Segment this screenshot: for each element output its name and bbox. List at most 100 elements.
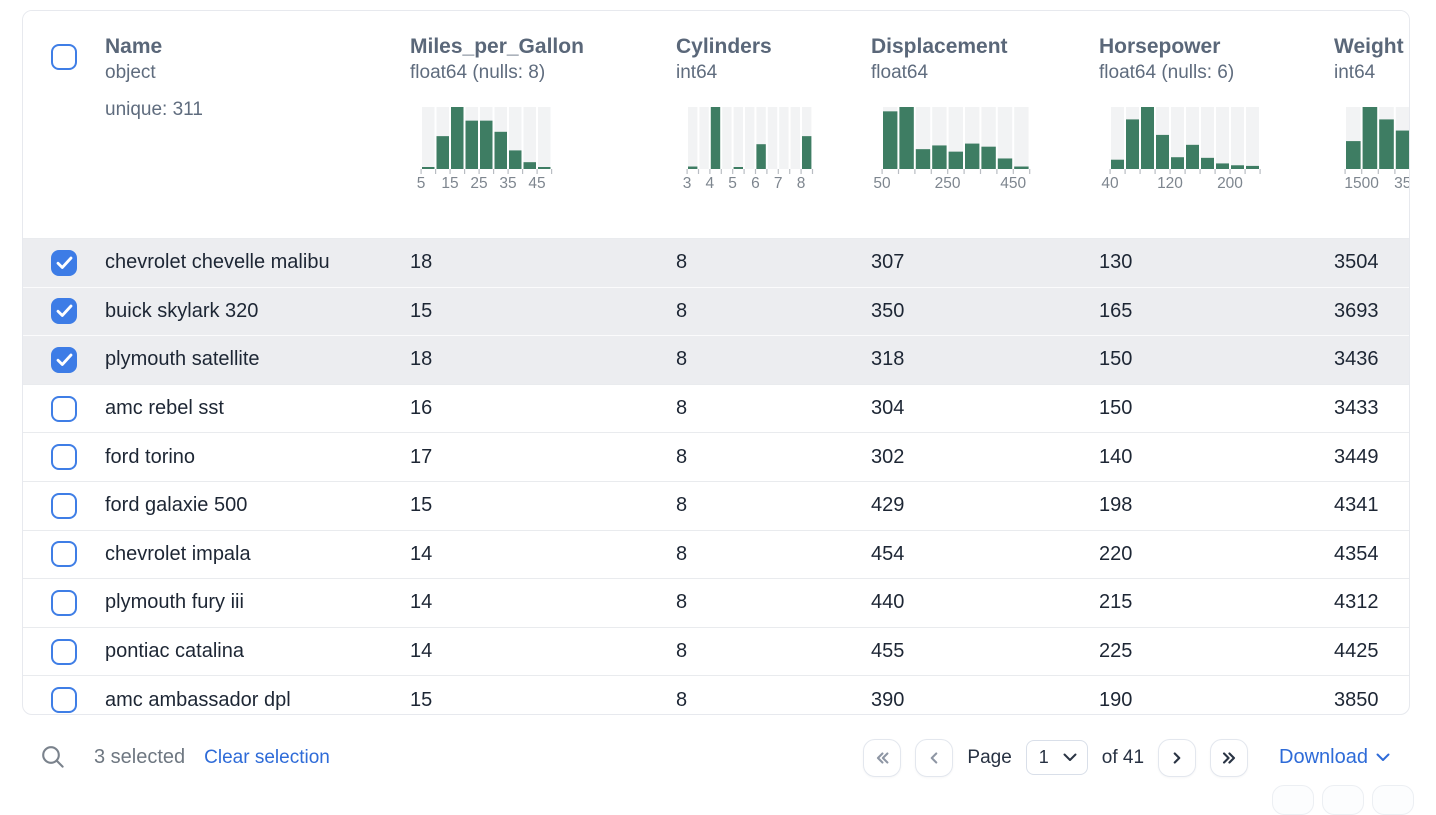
chevron-left-icon (925, 749, 943, 767)
cell-value: 14 (410, 591, 433, 614)
previous-page-button[interactable] (915, 738, 954, 777)
checkmark-icon (56, 256, 72, 269)
chevron-double-right-icon (1220, 749, 1238, 767)
first-page-button[interactable] (863, 738, 902, 777)
column-header-weight[interactable]: Weight int64 1500 3500 (1334, 11, 1409, 238)
cell-value: 198 (1099, 494, 1133, 517)
column-header-horsepower[interactable]: Horsepower float64 (nulls: 6) 40 120 200 (1099, 11, 1334, 238)
row-checkbox-cell (23, 298, 105, 325)
column-type: int64 (676, 62, 718, 83)
clear-selection-link[interactable]: Clear selection (204, 746, 330, 768)
cell-value: 4312 (1334, 591, 1379, 614)
row-checkbox-cell (23, 395, 105, 422)
svg-text:6: 6 (751, 175, 760, 192)
row-checkbox[interactable] (51, 395, 77, 422)
column-title: Miles_per_Gallon (410, 35, 584, 58)
cell-value: 150 (1099, 397, 1133, 420)
row-checkbox-cell (23, 444, 105, 471)
cell-value: 18 (410, 251, 433, 274)
cell-value: 390 (871, 688, 905, 711)
cell-value: 4354 (1334, 542, 1379, 565)
cell-name: chevrolet impala (105, 542, 251, 565)
table-row[interactable]: amc ambassador dpl 15 8 390 190 3850 (23, 675, 1409, 714)
cell-value: 225 (1099, 640, 1133, 663)
column-title: Horsepower (1099, 35, 1221, 58)
row-checkbox[interactable] (51, 687, 77, 714)
clipped-button[interactable] (1322, 785, 1364, 815)
column-type: object (105, 62, 156, 83)
checkmark-icon (56, 353, 72, 366)
column-title: Cylinders (676, 35, 772, 58)
checkmark-icon (56, 304, 72, 318)
column-histogram[interactable]: 1500 3500 (1344, 107, 1410, 192)
cell-value: 440 (871, 591, 905, 614)
column-header-miles_per_gallon[interactable]: Miles_per_Gallon float64 (nulls: 8) 5 15 25 3… (410, 11, 676, 238)
row-checkbox[interactable] (51, 589, 77, 616)
table-row[interactable]: plymouth fury iii 14 8 440 215 4312 (23, 578, 1409, 627)
next-page-button[interactable] (1158, 738, 1197, 777)
table-row[interactable]: chevrolet impala 14 8 454 220 4354 (23, 529, 1409, 579)
select-all-checkbox[interactable] (51, 44, 77, 70)
cell-value: 17 (410, 445, 433, 468)
row-checkbox[interactable] (51, 444, 77, 471)
cell-value: 165 (1099, 299, 1133, 322)
row-checkbox-cell (23, 249, 105, 276)
table-row[interactable]: ford galaxie 500 15 8 429 198 4341 (23, 480, 1409, 530)
clipped-button[interactable] (1372, 785, 1414, 815)
cell-name: buick skylark 320 (105, 299, 259, 322)
svg-text:3: 3 (683, 175, 692, 192)
row-checkbox-cell (23, 638, 105, 665)
cell-value: 8 (676, 445, 688, 468)
cell-name: plymouth fury iii (105, 591, 244, 614)
cell-value: 455 (871, 640, 905, 663)
table-body: chevrolet chevelle malibu 18 8 307 130 3504 bu… (23, 238, 1409, 714)
column-type: float64 (nulls: 8) (410, 62, 546, 83)
download-menu[interactable]: Download (1279, 746, 1390, 769)
svg-text:5: 5 (728, 175, 737, 192)
cell-name: amc rebel sst (105, 397, 224, 420)
last-page-button[interactable] (1210, 738, 1249, 777)
column-header-displacement[interactable]: Displacement float64 50 250 450 (871, 11, 1099, 238)
cell-value: 140 (1099, 445, 1133, 468)
cell-value: 15 (410, 299, 433, 322)
cell-value: 14 (410, 640, 433, 663)
svg-text:45: 45 (528, 175, 545, 192)
svg-text:200: 200 (1217, 175, 1243, 192)
page-select[interactable]: 1 (1025, 740, 1088, 775)
column-histogram[interactable]: 40 120 200 (1101, 107, 1334, 192)
row-checkbox[interactable] (51, 249, 77, 276)
cell-value: 130 (1099, 251, 1133, 274)
row-checkbox[interactable] (51, 346, 77, 373)
table-row[interactable]: plymouth satellite 18 8 318 150 3436 (23, 335, 1409, 384)
row-checkbox[interactable] (51, 541, 77, 568)
column-header-name[interactable]: Name object unique: 311 (105, 11, 410, 238)
cell-value: 8 (676, 397, 688, 420)
svg-text:1500: 1500 (1344, 175, 1379, 192)
row-checkbox-cell (23, 687, 105, 714)
row-checkbox[interactable] (51, 492, 77, 519)
cell-name: amc ambassador dpl (105, 688, 291, 711)
table-row[interactable]: buick skylark 320 15 8 350 165 3693 (23, 286, 1409, 336)
column-histogram[interactable]: 5 15 25 35 45 (417, 107, 676, 192)
search-icon[interactable] (40, 744, 67, 771)
column-type: float64 (871, 62, 929, 83)
column-header-cylinders[interactable]: Cylinders int64 3 4 5 6 7 8 (676, 11, 871, 238)
cell-value: 3850 (1334, 688, 1379, 711)
table-row[interactable]: pontiac catalina 14 8 455 225 4425 (23, 626, 1409, 676)
cell-value: 18 (410, 348, 433, 371)
column-histogram[interactable]: 50 250 450 (873, 107, 1099, 192)
cell-value: 3433 (1334, 397, 1379, 420)
svg-text:50: 50 (873, 175, 891, 192)
svg-text:3500: 3500 (1394, 175, 1410, 192)
table-row[interactable]: amc rebel sst 16 8 304 150 3433 (23, 383, 1409, 433)
row-checkbox[interactable] (51, 638, 77, 665)
table-row[interactable]: ford torino 17 8 302 140 3449 (23, 432, 1409, 481)
cell-value: 190 (1099, 688, 1133, 711)
table-row[interactable]: chevrolet chevelle malibu 18 8 307 130 3504 (23, 238, 1409, 287)
row-checkbox[interactable] (51, 298, 77, 325)
clipped-button[interactable] (1272, 785, 1314, 815)
pagination: Page 1 of 41 (863, 738, 1249, 777)
cell-value: 8 (676, 348, 688, 371)
